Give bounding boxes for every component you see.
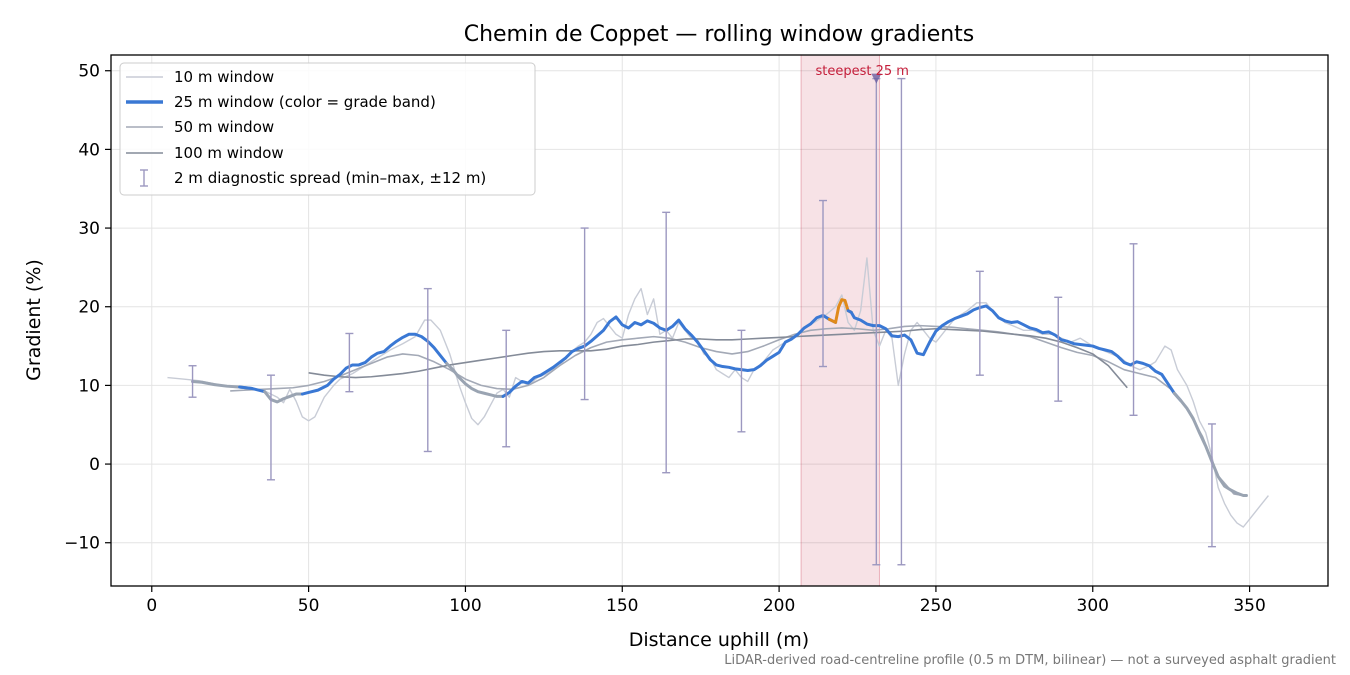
y-tick-label: 50 <box>78 62 100 82</box>
x-tick-label: 250 <box>920 596 952 616</box>
chart-title: Chemin de Coppet — rolling window gradie… <box>464 22 975 47</box>
legend-label: 2 m diagnostic spread (min–max, ±12 m) <box>174 169 486 187</box>
x-tick-label: 0 <box>146 596 157 616</box>
x-tick-label: 50 <box>298 596 320 616</box>
error-bar <box>502 329 511 448</box>
y-tick-label: 30 <box>78 219 100 239</box>
error-bar <box>737 329 746 433</box>
legend-item: 100 m window <box>126 144 284 162</box>
x-tick-label: 200 <box>763 596 795 616</box>
series-layer <box>167 257 1269 528</box>
x-tick-label: 150 <box>606 596 638 616</box>
error-bar <box>1207 423 1216 548</box>
error-bars-layer <box>188 77 1216 566</box>
y-tick-label: −10 <box>64 534 100 554</box>
y-tick-label: 20 <box>78 298 100 318</box>
y-tick-label: 0 <box>89 455 100 475</box>
25-m-window-line-segment-7 <box>846 304 1183 402</box>
error-bar <box>819 199 828 368</box>
legend: 10 m window 25 m window (color = grade ba… <box>119 62 536 196</box>
error-bar <box>188 365 197 398</box>
error-bar <box>266 374 275 481</box>
x-tick-label: 100 <box>449 596 481 616</box>
footnote: LiDAR-derived road-centreline profile (0… <box>724 653 1336 668</box>
25-m-window-line-segment-5 <box>501 313 838 398</box>
error-bar <box>897 77 906 566</box>
100-m-window-line <box>308 327 1128 389</box>
50-m-window-line <box>230 324 1244 497</box>
legend-box <box>119 62 536 196</box>
steepest-label: steepest 25 m <box>816 64 909 79</box>
y-tick-label: 40 <box>78 140 100 160</box>
error-bar <box>1129 243 1138 416</box>
legend-item: 25 m window (color = grade band) <box>126 93 436 111</box>
legend-label: 25 m window (color = grade band) <box>174 93 436 111</box>
error-bar <box>975 270 984 376</box>
error-bar <box>1054 296 1063 402</box>
legend-label: 50 m window <box>174 118 274 136</box>
legend-item: 2 m diagnostic spread (min–max, ±12 m) <box>140 169 486 187</box>
error-bar <box>662 211 671 474</box>
25-m-window-line-segment-3 <box>300 332 449 396</box>
25-m-window-line-segment-1 <box>238 385 267 394</box>
x-axis-label: Distance uphill (m) <box>629 629 809 651</box>
legend-label: 100 m window <box>174 144 284 162</box>
y-tick-label: 10 <box>78 376 100 396</box>
error-bar <box>580 227 589 401</box>
steepest-marker <box>871 73 882 84</box>
error-bar <box>423 287 432 453</box>
legend-item: 50 m window <box>126 118 274 136</box>
legend-label: 10 m window <box>174 68 274 86</box>
legend-item: 10 m window <box>126 68 274 86</box>
plot-frame <box>110 54 1329 587</box>
25-m-window-line-segment-4 <box>445 361 505 398</box>
error-bar <box>345 332 354 393</box>
x-tick-label: 350 <box>1233 596 1265 616</box>
x-tick-label: 300 <box>1077 596 1109 616</box>
axis-ticks: 0 50 100 150 200 250 300 350 −10 0 10 20 30 40 50 <box>64 62 1266 616</box>
y-axis-label: Gradient (%) <box>23 259 45 381</box>
steepest-marker-layer: steepest 25 m <box>816 64 909 84</box>
